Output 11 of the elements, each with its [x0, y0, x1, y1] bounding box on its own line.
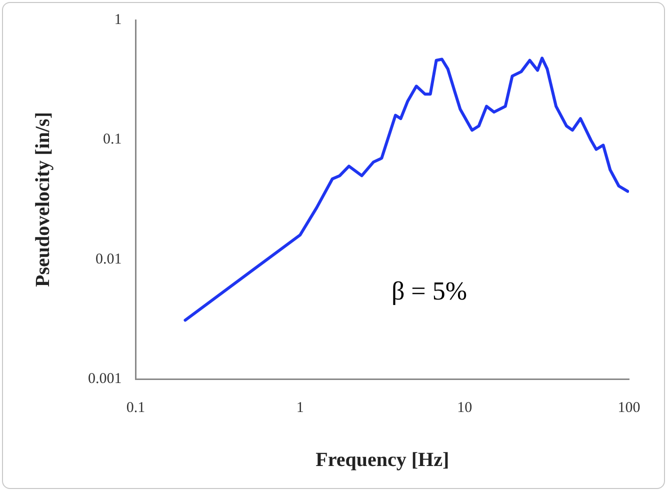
y-axis-title: Pseudovelocity [in/s] [32, 112, 54, 287]
annotation: β = 5% [391, 276, 468, 306]
y-tick-label: 0.001 [88, 370, 122, 387]
x-tick-label: 10 [457, 400, 472, 416]
x-tick-label: 1 [296, 400, 304, 416]
y-tick-label: 0.1 [103, 132, 122, 148]
y-tick-label: 1 [114, 12, 122, 28]
y-tick-label: 0.01 [96, 251, 122, 268]
x-tick-label: 100 [618, 400, 640, 416]
x-axis-title: Frequency [Hz] [316, 449, 450, 472]
x-tick-label: 0.1 [126, 400, 146, 416]
